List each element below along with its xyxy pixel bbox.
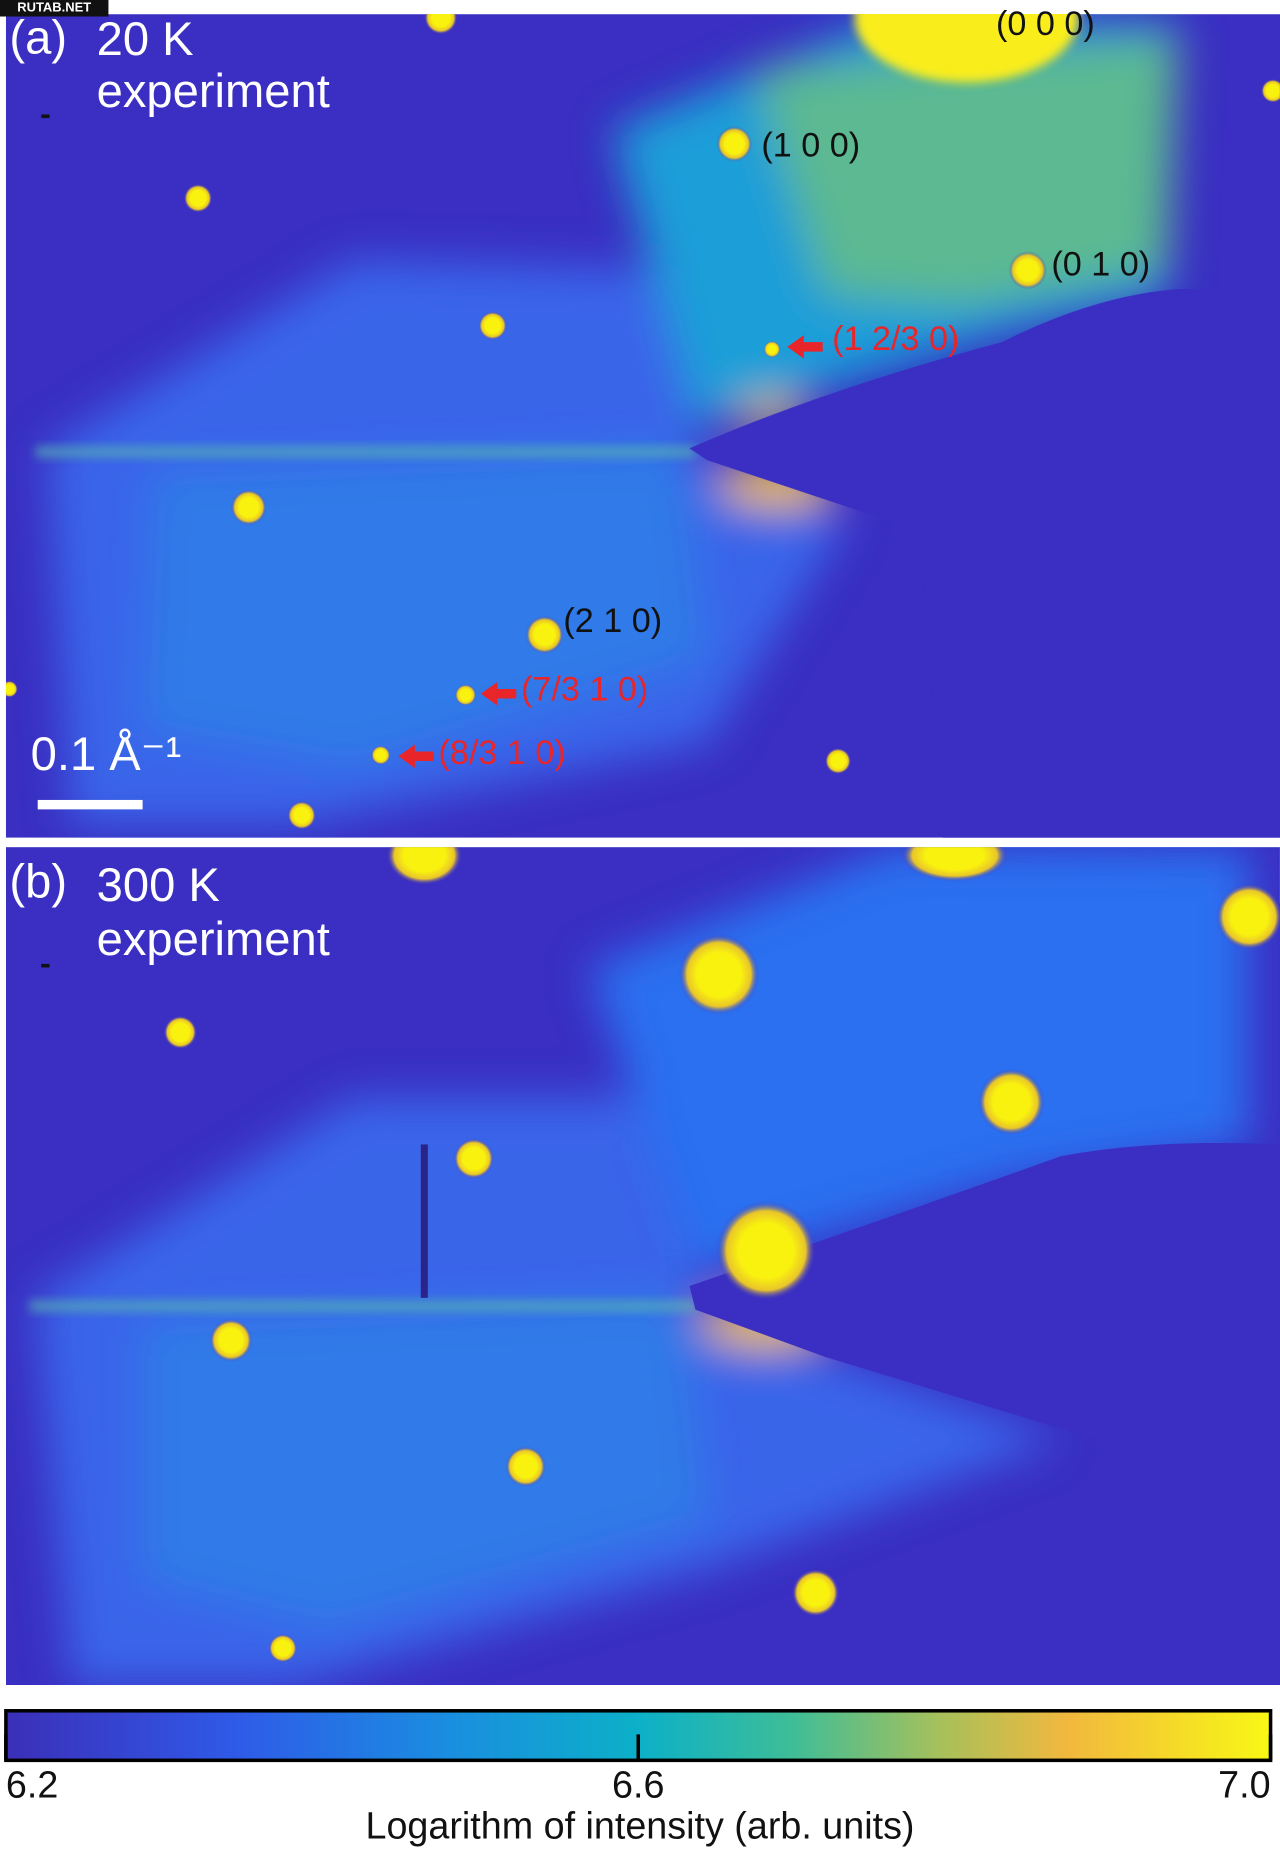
arrows (398, 335, 823, 769)
colorbar-title: Logarithm of intensity (arb. units) (366, 1805, 915, 1847)
kind: experiment (97, 912, 330, 965)
colorbar-tick-label: 7.0 (1218, 1763, 1270, 1805)
superlattice-label: (8/3 1 0) (438, 734, 565, 772)
temperature: 20 K (97, 12, 194, 65)
panel-label: (a) (9, 11, 67, 64)
superlattice-label: (7/3 1 0) (521, 670, 648, 708)
kind: experiment (97, 64, 330, 117)
temperature: 300 K (97, 858, 220, 911)
colorbar-tick-label: 6.6 (612, 1763, 664, 1805)
colorbar-tick-label: 6.2 (6, 1763, 58, 1805)
peak-label: (1 0 0) (761, 127, 860, 165)
superlattice-label: (1 2/3 0) (832, 320, 959, 358)
peak-label: (0 0 0) (996, 5, 1095, 43)
panel-b-image (5, 847, 1280, 1685)
scale-bar-label: 0.1 Å⁻¹ (31, 727, 182, 780)
panel-label: (b) (9, 854, 67, 907)
peak-label: (0 1 0) (1051, 246, 1150, 284)
peak-label: (2 1 0) (563, 602, 662, 640)
panel-a-image (5, 14, 1280, 838)
scale-bar (37, 799, 143, 810)
watermark: RUTAB.NET (17, 0, 91, 15)
watermark-bg (0, 0, 109, 17)
